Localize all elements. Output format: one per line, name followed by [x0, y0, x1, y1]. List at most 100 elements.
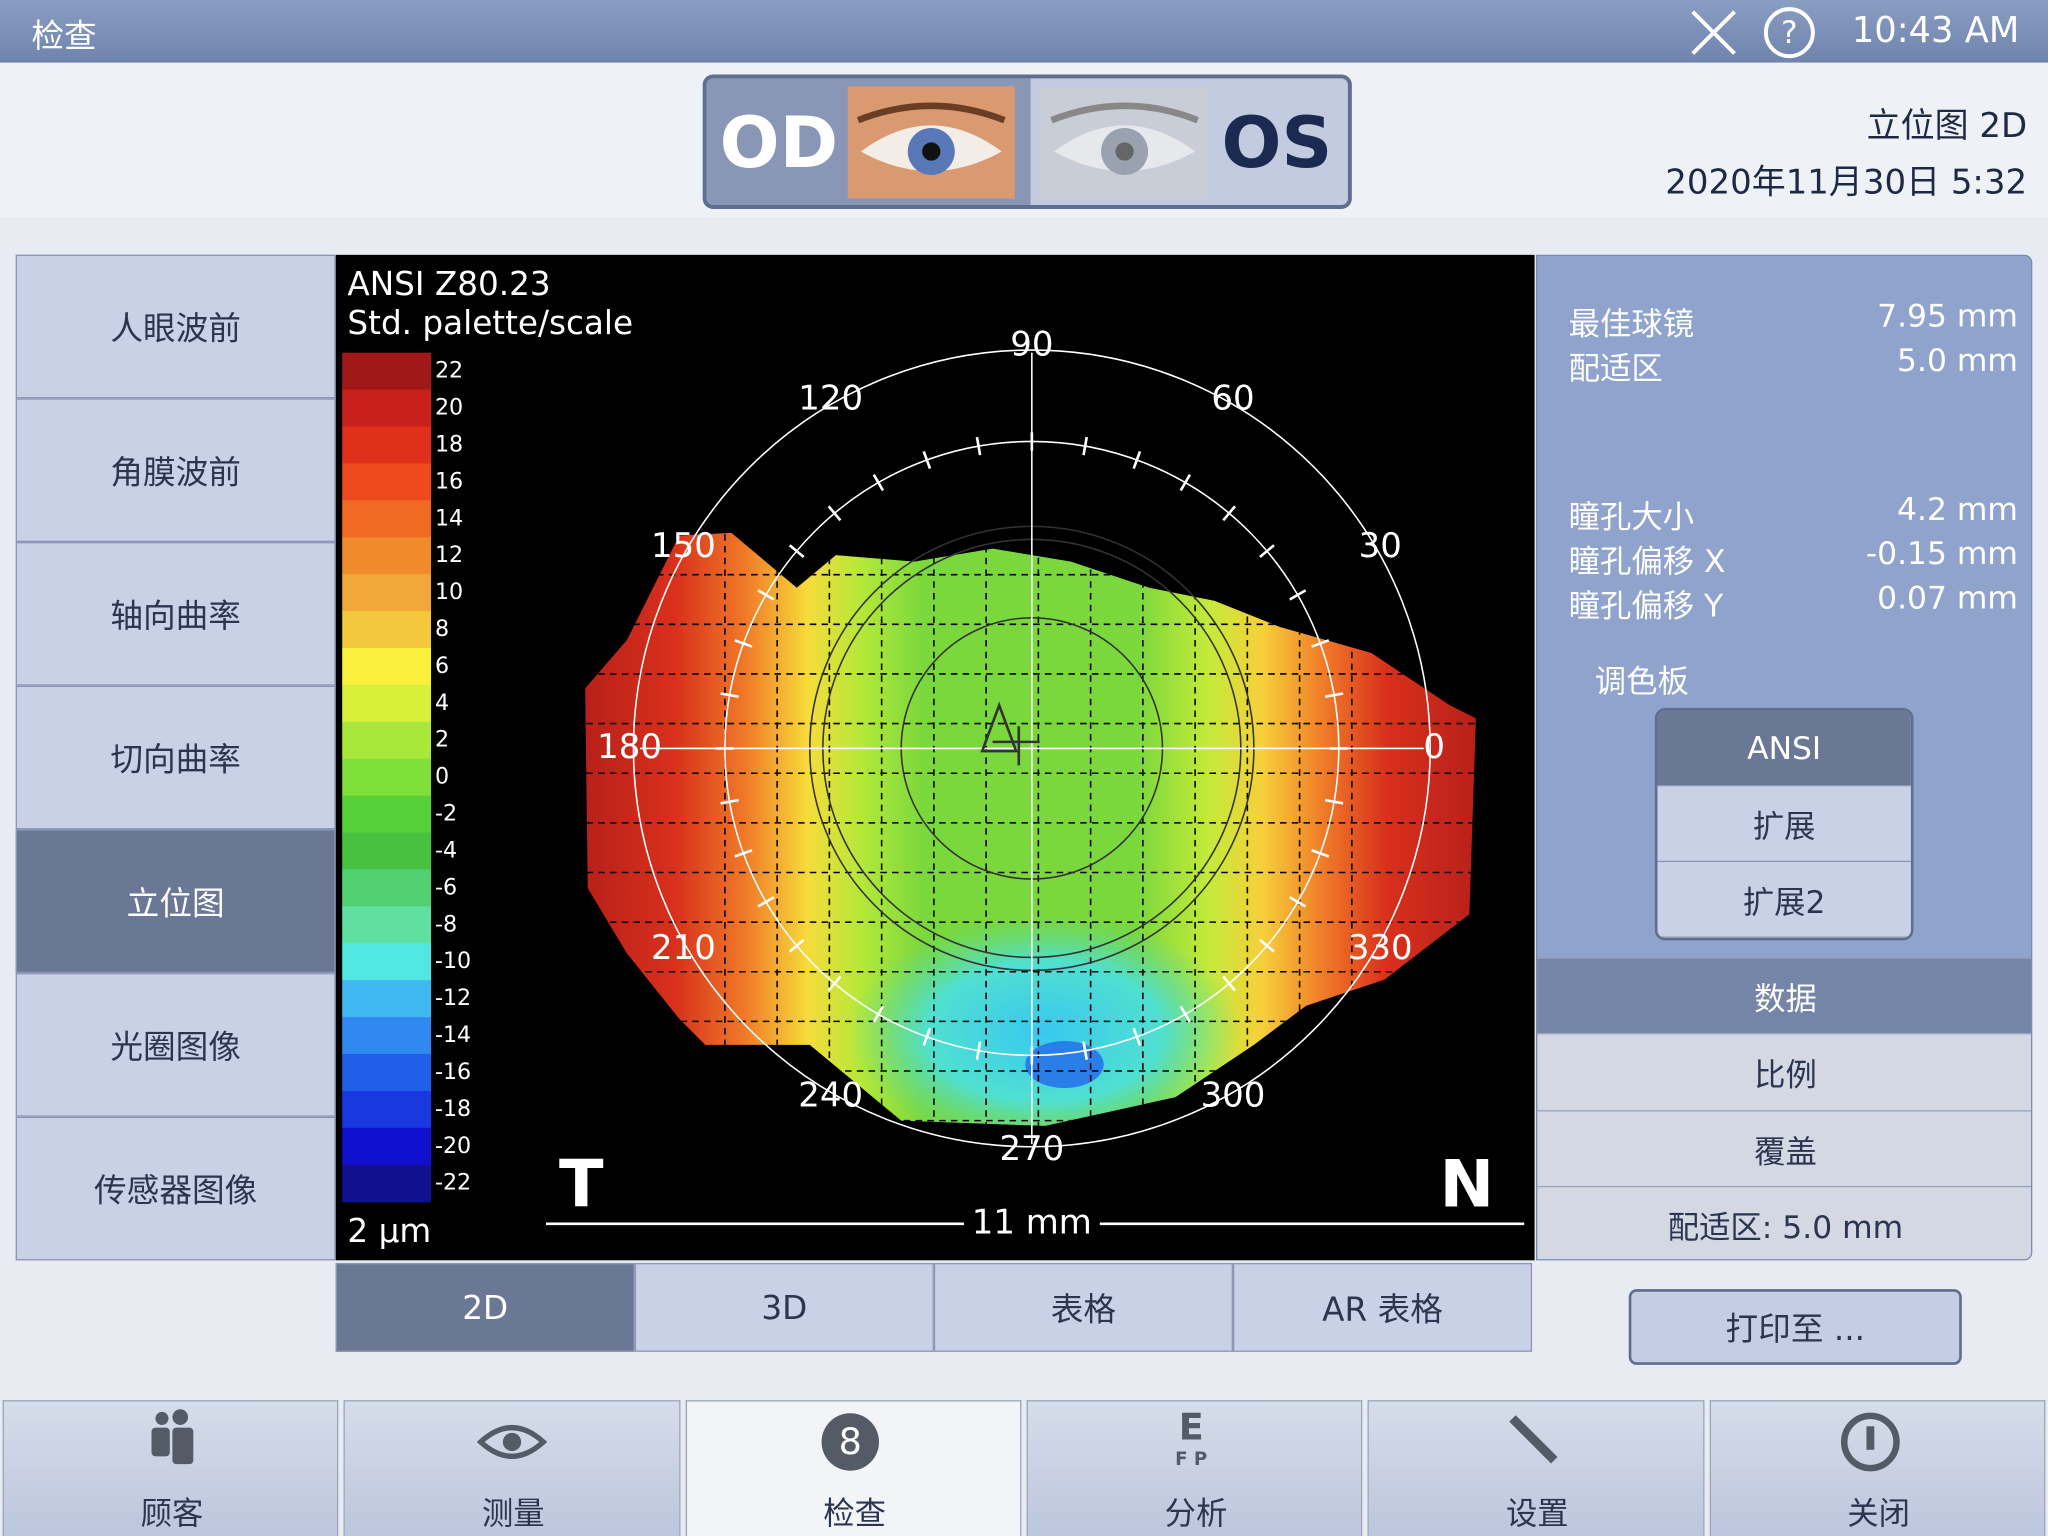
scale-label: -10 [435, 948, 471, 974]
palette-swatch [342, 1164, 432, 1203]
scale-label: 16 [435, 468, 463, 494]
nav-label: 设置 [1505, 1495, 1569, 1533]
option-row[interactable]: 配适区: 5.0 mm [1537, 1185, 2032, 1260]
nav-item[interactable]: 设置 [1367, 1400, 1705, 1536]
palette-option[interactable]: 扩展2 [1657, 862, 1911, 938]
map-title: ANSI Z80.23 [347, 265, 550, 303]
view-tab[interactable]: 3D [634, 1263, 934, 1352]
map-subtitle: Std. palette/scale [347, 304, 633, 342]
palette-swatch [342, 684, 432, 723]
info-value: 5.0 mm [1897, 342, 2018, 379]
help-glyph: ? [1781, 15, 1798, 51]
info-label: 瞳孔大小 [1568, 498, 1695, 536]
angle-label: 240 [798, 1075, 863, 1115]
scale-label: -6 [435, 874, 457, 900]
os-label[interactable]: OS [1221, 101, 1333, 185]
angle-tick [788, 544, 805, 558]
nav-item[interactable]: 分析 [1026, 1400, 1363, 1536]
scale-label: 18 [435, 431, 463, 457]
option-row[interactable]: 覆盖 [1537, 1109, 2032, 1186]
scale-label: 0 [435, 764, 449, 790]
info-value: 7.95 mm [1877, 297, 2018, 335]
option-row[interactable]: 比例 [1537, 1033, 2032, 1110]
palette-swatch [342, 426, 432, 465]
menu-item[interactable]: 光圈图像 [15, 973, 336, 1117]
palette-swatch [342, 574, 432, 612]
info-value: 0.07 mm [1877, 579, 2018, 617]
angle-tick [1289, 896, 1307, 908]
nav-item[interactable]: 检查 [685, 1400, 1022, 1536]
od-label[interactable]: OD [719, 101, 839, 185]
info-value: -0.15 mm [1865, 535, 2018, 573]
left-menu: 人眼波前 角膜波前 轴向曲率 切向曲率 立位图 光圈图像 传感器图像 [15, 254, 336, 1261]
nav-item[interactable]: 顾客 [2, 1400, 339, 1536]
angle-tick [1222, 505, 1237, 522]
angle-tick [1311, 639, 1330, 648]
angle-label: 90 [1010, 325, 1053, 365]
angle-label: 330 [1348, 928, 1413, 968]
palette-option[interactable]: 扩展 [1657, 786, 1911, 863]
menu-item[interactable]: 角膜波前 [15, 398, 336, 543]
angle-tick [1311, 849, 1330, 858]
angle-tick [1179, 474, 1192, 492]
aberration-map: 11 mm ANSI Z80.23 Std. palette/scale 2 µ… [335, 254, 1535, 1261]
palette-swatch [342, 906, 432, 944]
angle-tick [872, 474, 885, 492]
palette-swatch [342, 1127, 432, 1166]
scale-label: 14 [435, 505, 463, 531]
palette-swatch [342, 943, 432, 981]
window-title: 检查 [31, 16, 97, 55]
top-icons[interactable]: ? [1685, 5, 1829, 60]
view-tab[interactable]: AR 表格 [1232, 1263, 1533, 1352]
option-row[interactable]: 数据 [1537, 957, 2032, 1034]
help-icon[interactable] [1763, 7, 1815, 59]
angle-tick [1082, 1041, 1089, 1060]
scale-label: 2 [435, 727, 449, 753]
scale-label: -2 [435, 801, 457, 827]
close-icon[interactable] [1691, 10, 1736, 55]
menu-item[interactable]: 轴向曲率 [15, 542, 336, 686]
view-tab[interactable]: 表格 [933, 1263, 1233, 1352]
angle-label: 60 [1211, 379, 1254, 419]
nav-item[interactable]: 测量 [343, 1400, 681, 1536]
palette-swatch [342, 758, 432, 797]
scale-label: 8 [435, 616, 449, 642]
palette-swatch [342, 500, 432, 538]
scale-label: -8 [435, 911, 457, 937]
view-tab[interactable]: 2D [335, 1263, 635, 1352]
bottom-nav: 顾客 测量 检查 分析 设置 关闭 [0, 1400, 2048, 1536]
scale-label: 4 [435, 690, 449, 716]
palette-label: 调色板 [1594, 663, 1689, 701]
palette-swatch [342, 869, 432, 907]
angle-label: 120 [798, 379, 863, 419]
view-name: 立位图 2D [1866, 107, 2028, 147]
menu-item[interactable]: 切向曲率 [15, 685, 336, 830]
angle-tick [788, 938, 805, 953]
angle-tick [975, 436, 982, 456]
angle-label: 180 [597, 727, 662, 767]
palette-option[interactable]: ANSI [1657, 710, 1911, 787]
menu-item[interactable]: 立位图 [15, 829, 336, 974]
angle-tick [922, 1027, 932, 1046]
angle-tick [757, 896, 775, 908]
scale-label: -4 [435, 837, 457, 863]
right-panel: 最佳球镜 7.95 mm 配适区 5.0 mm 瞳孔大小 4.2 mm 瞳孔偏移 X -0.1… [1535, 254, 2033, 1261]
angle-tick [872, 1005, 885, 1023]
angle-tick [1082, 436, 1089, 456]
temporal-label: T [559, 1147, 604, 1223]
menu-item[interactable]: 人眼波前 [15, 254, 336, 399]
palette-swatch [342, 795, 432, 834]
menu-item[interactable]: 传感器图像 [15, 1116, 336, 1261]
view-tabs: 2D 3D 表格 AR 表格 [335, 1263, 1533, 1352]
info-label: 瞳孔偏移 X [1568, 543, 1726, 580]
angle-tick [1324, 692, 1344, 698]
nav-item[interactable]: 关闭 [1709, 1400, 2046, 1536]
angle-tick [1259, 544, 1275, 558]
scale-label: -22 [435, 1170, 471, 1196]
palette-swatch [342, 463, 432, 501]
od-eye-image [847, 86, 1015, 199]
print-button[interactable]: 打印至 ... [1628, 1289, 1962, 1365]
scale-label: 22 [435, 358, 463, 384]
scale-bar-label: 11 mm [972, 1202, 1092, 1242]
